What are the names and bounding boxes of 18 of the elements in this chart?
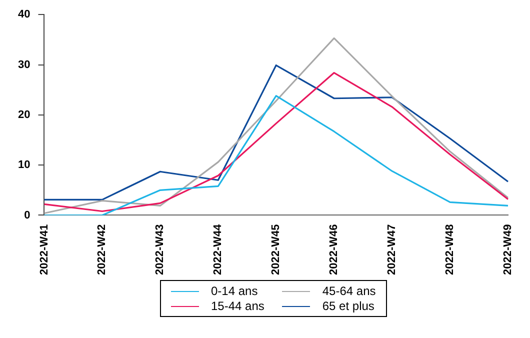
x-tick-label: 2022-W49 (502, 224, 514, 276)
x-tick-label: 2022-W43 (154, 224, 166, 276)
x-tick-label: 2022-W44 (212, 223, 224, 276)
x-tick-label: 2022-W48 (444, 224, 456, 276)
y-tick-label: 0 (24, 209, 30, 222)
y-tick-label: 40 (18, 8, 30, 21)
x-tick-label: 2022-W42 (96, 224, 108, 276)
y-tick-label: 30 (18, 58, 30, 71)
x-tick-label: 2022-W41 (38, 224, 50, 276)
y-tick-label: 20 (18, 108, 30, 121)
legend-label: 0-14 ans (211, 284, 258, 298)
x-tick-label: 2022-W47 (386, 224, 398, 276)
x-tick-label: 2022-W45 (270, 224, 282, 276)
legend-label: 45-64 ans (322, 284, 376, 298)
x-tick-label: 2022-W46 (328, 224, 340, 276)
legend-label: 65 et plus (322, 299, 374, 313)
y-tick-label: 10 (18, 159, 30, 172)
legend-label: 15-44 ans (211, 299, 264, 313)
